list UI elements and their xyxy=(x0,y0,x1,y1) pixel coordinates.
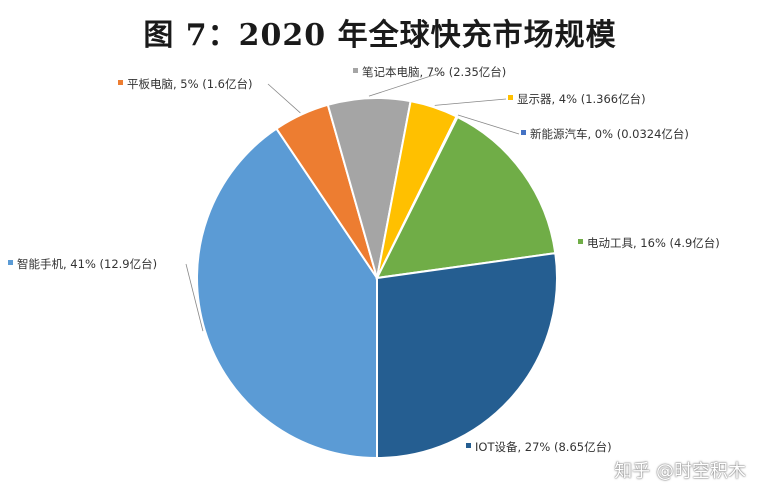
slice-label-5: 电动工具, 16% (4.9亿台) xyxy=(587,236,720,250)
pie-slice-6 xyxy=(376,252,558,460)
slice-label-4: 新能源汽车, 0% (0.0324亿台) xyxy=(530,127,689,141)
label-bullet-5 xyxy=(578,239,583,244)
pie-slice-5 xyxy=(375,115,557,280)
slice-label-0: 智能手机, 41% (12.9亿台) xyxy=(17,257,157,271)
label-bullet-2 xyxy=(353,68,358,73)
slice-label-1: 平板电脑, 5% (1.6亿台) xyxy=(127,77,252,91)
slice-label-2: 笔记本电脑, 7% (2.35亿台) xyxy=(362,65,506,79)
leader-lines xyxy=(185,71,520,332)
leader-line-2 xyxy=(368,71,444,97)
leader-line-3 xyxy=(434,98,507,106)
label-bullet-3 xyxy=(508,95,513,100)
pie-slice-0 xyxy=(196,127,378,460)
slice-label-6: IOT设备, 27% (8.65亿台) xyxy=(475,440,612,454)
label-bullet-4 xyxy=(521,130,526,135)
label-bullet-6 xyxy=(466,443,471,448)
chart-title: 图 7：2020 年全球快充市场规模 xyxy=(143,18,617,53)
watermark: 知乎 @时空积木 xyxy=(614,461,746,482)
pie-slices xyxy=(196,97,558,460)
slice-labels: 智能手机, 41% (12.9亿台) 平板电脑, 5% (1.6亿台) 笔记本电脑,… xyxy=(8,65,720,454)
slice-label-3: 显示器, 4% (1.366亿台) xyxy=(517,92,646,106)
leader-line-1 xyxy=(267,83,301,114)
label-bullet-1 xyxy=(118,80,123,85)
label-bullet-0 xyxy=(8,260,13,265)
leader-line-0 xyxy=(185,263,204,332)
leader-line-4 xyxy=(457,114,520,135)
